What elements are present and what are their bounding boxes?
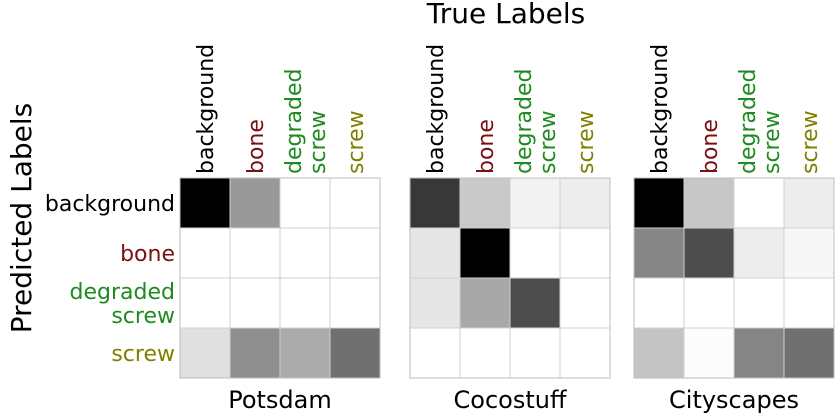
column-label-cityscapes-degraded-screw-line-1: degraded <box>736 69 761 174</box>
cell-cocostuff-r4-c4 <box>559 327 611 379</box>
cell-cocostuff-r3-c3 <box>509 277 561 329</box>
cell-cityscapes-r2-c1 <box>633 227 685 279</box>
cell-cityscapes-r2-c3 <box>733 227 785 279</box>
cell-cocostuff-r1-c2 <box>459 177 511 229</box>
cell-potsdam-r3-c1 <box>179 277 231 329</box>
cell-cityscapes-r4-c2 <box>683 327 735 379</box>
cell-potsdam-r3-c2 <box>229 277 281 329</box>
cell-potsdam-r3-c3 <box>279 277 331 329</box>
cell-cityscapes-r3-c2 <box>683 277 735 329</box>
cell-cityscapes-r1-c1 <box>633 177 685 229</box>
cell-cocostuff-r1-c4 <box>559 177 611 229</box>
row-label-background: background <box>45 192 175 217</box>
cell-cityscapes-r4-c4 <box>783 327 835 379</box>
cell-cocostuff-r1-c1 <box>409 177 461 229</box>
column-label-potsdam-background: background <box>194 44 219 174</box>
cell-potsdam-r1-c3 <box>279 177 331 229</box>
panel-cocostuff: background bone degraded screw screwCocostuf… <box>409 44 611 414</box>
cell-cocostuff-r2-c2 <box>459 227 511 279</box>
row-label-screw: screw <box>111 342 175 367</box>
column-label-cityscapes-degraded-screw-line-2: screw <box>760 110 785 174</box>
column-label-cityscapes-bone: bone <box>698 119 723 174</box>
column-label-cocostuff-screw: screw <box>574 110 599 174</box>
column-label-cocostuff-degraded-screw-line-2: screw <box>536 110 561 174</box>
cell-potsdam-r1-c4 <box>329 177 381 229</box>
cell-cocostuff-r3-c2 <box>459 277 511 329</box>
column-label-cocostuff-background: background <box>424 44 449 174</box>
cell-cityscapes-r1-c2 <box>683 177 735 229</box>
column-label-potsdam-bone: bone <box>244 119 269 174</box>
column-label-cocostuff-degraded-screw-line-1: degraded <box>512 69 537 174</box>
cell-cocostuff-r2-c3 <box>509 227 561 279</box>
column-label-cocostuff-bone: bone <box>474 119 499 174</box>
row-label-degraded-screw-line-2: screw <box>111 304 175 329</box>
cell-potsdam-r4-c1 <box>179 327 231 379</box>
row-label-bone: bone <box>120 242 175 267</box>
cell-cocostuff-r4-c2 <box>459 327 511 379</box>
cell-potsdam-r4-c3 <box>279 327 331 379</box>
cell-cityscapes-r2-c4 <box>783 227 835 279</box>
column-label-potsdam-screw: screw <box>344 110 369 174</box>
cell-cityscapes-r3-c4 <box>783 277 835 329</box>
cell-cocostuff-r2-c4 <box>559 227 611 279</box>
column-label-potsdam-degraded-screw-line-2: screw <box>306 110 331 174</box>
panel-frame-potsdam <box>179 177 381 379</box>
cell-cocostuff-r4-c3 <box>509 327 561 379</box>
cell-cityscapes-r3-c3 <box>733 277 785 329</box>
cell-cityscapes-r1-c3 <box>733 177 785 229</box>
cell-potsdam-r4-c2 <box>229 327 281 379</box>
cell-potsdam-r1-c1 <box>179 177 231 229</box>
row-label-degraded-screw-line-1: degraded <box>70 280 175 305</box>
panel-title-cocostuff: Cocostuff <box>454 386 567 414</box>
panel-frame-cocostuff <box>409 177 611 379</box>
cell-cocostuff-r3-c1 <box>409 277 461 329</box>
cell-cityscapes-r1-c4 <box>783 177 835 229</box>
panel-title-cityscapes: Cityscapes <box>669 386 799 414</box>
cell-potsdam-r2-c2 <box>229 227 281 279</box>
cell-potsdam-r3-c4 <box>329 277 381 329</box>
column-label-cityscapes-background: background <box>648 44 673 174</box>
cell-cityscapes-r3-c1 <box>633 277 685 329</box>
cell-cocostuff-r2-c1 <box>409 227 461 279</box>
cell-potsdam-r2-c1 <box>179 227 231 279</box>
column-label-cityscapes-screw: screw <box>798 110 823 174</box>
cell-potsdam-r4-c4 <box>329 327 381 379</box>
figure-top-title: True Labels <box>426 0 586 30</box>
panel-frame-cityscapes <box>633 177 835 379</box>
cell-potsdam-r1-c2 <box>229 177 281 229</box>
figure-side-title: Predicted Labels <box>5 103 38 333</box>
cell-cityscapes-r2-c2 <box>683 227 735 279</box>
panel-title-potsdam: Potsdam <box>228 386 332 414</box>
heatmap-panels: background bone degraded screw screwPotsdamb… <box>179 44 835 414</box>
cell-cocostuff-r1-c3 <box>509 177 561 229</box>
cell-cocostuff-r4-c1 <box>409 327 461 379</box>
cell-cityscapes-r4-c3 <box>733 327 785 379</box>
cell-cityscapes-r4-c1 <box>633 327 685 379</box>
cell-potsdam-r2-c4 <box>329 227 381 279</box>
cell-potsdam-r2-c3 <box>279 227 331 279</box>
panel-cityscapes: background bone degraded screw screwCityscap… <box>633 44 835 414</box>
column-label-potsdam-degraded-screw-line-1: degraded <box>282 69 307 174</box>
cell-cocostuff-r3-c4 <box>559 277 611 329</box>
